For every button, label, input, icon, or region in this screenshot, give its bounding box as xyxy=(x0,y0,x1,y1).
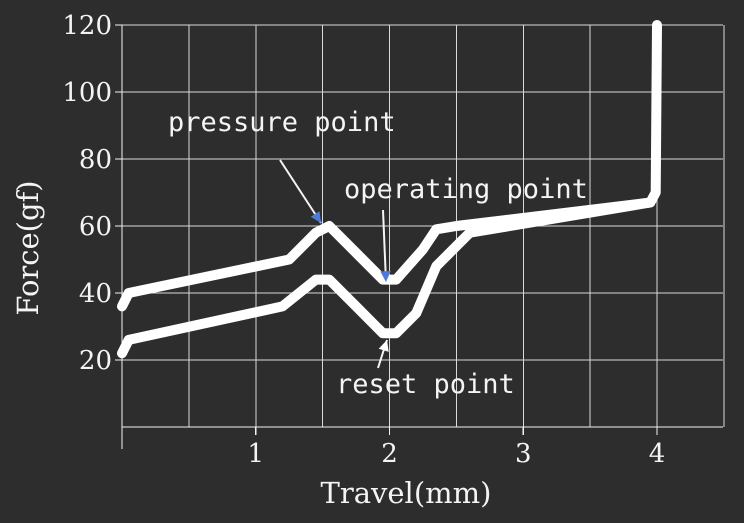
x-tick-label: 2 xyxy=(381,439,398,469)
y-tick-label: 80 xyxy=(79,145,112,175)
pressure-point-label: pressure point xyxy=(168,107,396,138)
reset-point-arrow-head xyxy=(378,340,389,352)
chart-annotations: pressure point operating point reset point xyxy=(168,107,588,400)
operating-point-arrow-head xyxy=(380,271,391,282)
x-tick-label: 4 xyxy=(649,439,666,469)
y-tick-label: 60 xyxy=(79,212,112,242)
y-tick-label: 20 xyxy=(79,346,112,376)
reset-point-label: reset point xyxy=(336,369,515,400)
release-curve-line xyxy=(117,197,656,359)
operating-point-arrow xyxy=(382,209,387,283)
operating-point-label: operating point xyxy=(344,174,588,205)
chart-series xyxy=(117,20,662,359)
x-tick-label: 1 xyxy=(247,439,264,469)
y-tick-label: 40 xyxy=(79,279,112,309)
chart-axes xyxy=(115,24,723,449)
x-axis-title: Travel(mm) xyxy=(321,476,492,510)
pressure-point-arrow-head xyxy=(310,211,321,223)
x-tick-label: 3 xyxy=(515,439,532,469)
y-axis-title: Force(gf) xyxy=(11,180,45,315)
y-tick-label: 100 xyxy=(62,78,112,108)
tick-labels: 20 40 60 80 100 120 1 2 3 4 xyxy=(62,11,665,469)
pressure-point-arrow xyxy=(279,159,322,224)
chart-grid xyxy=(122,24,725,427)
y-tick-label: 120 xyxy=(62,11,112,41)
